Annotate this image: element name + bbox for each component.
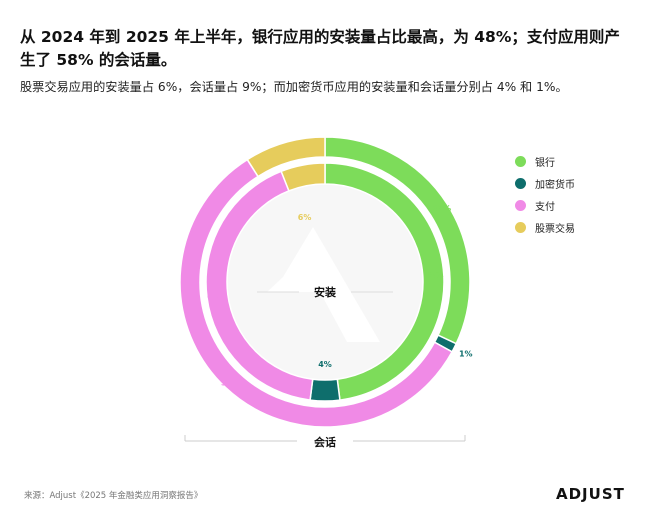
legend-label: 银行 (535, 157, 555, 169)
legend-swatch (515, 199, 526, 211)
legend-label: 支付 (535, 201, 555, 213)
inner-ring-slice-3 (280, 162, 326, 192)
inner-ring-slice-1 (309, 378, 341, 402)
legend-swatch (515, 155, 526, 167)
adjust-watermark-icon (227, 184, 423, 380)
legend: 银行加密货币支付股票交易 (515, 150, 575, 238)
legend-item-2: 支付 (515, 194, 575, 216)
outer-ring-label-2: 58% (221, 379, 240, 388)
outer-ring-label-3: 9% (280, 145, 294, 154)
outer-ring-label-1: 1% (459, 350, 473, 359)
outer-ring-label-0: 32% (432, 204, 451, 213)
inner-ring-label-0: 48% (424, 271, 443, 280)
legend-item-0: 银行 (515, 150, 575, 172)
chart-title: 从 2024 年到 2025 年上半年，银行应用的安装量占比最高，为 48%；支… (20, 28, 620, 69)
inner-ring-label-3: 6% (298, 213, 312, 222)
sessions-bracket: 会话 (184, 431, 466, 451)
outer-ring-name: 会话 (314, 435, 336, 449)
legend-item-1: 加密货币 (515, 172, 575, 194)
inner-ring-label-2: 42% (207, 292, 226, 301)
source-note: 来源：Adjust《2025 年金融类应用洞察报告》 (24, 491, 203, 501)
outer-ring-slice-3 (246, 136, 326, 178)
legend-swatch (515, 221, 526, 233)
chart-subtitle: 股票交易应用的安装量占 6%，会话量占 9%；而加密货币应用的安装量和会话量分别… (20, 80, 568, 94)
adjust-logo: ADJUST (556, 485, 625, 503)
inner-ring-label-1: 4% (318, 360, 332, 369)
legend-label: 股票交易 (535, 223, 575, 235)
legend-item-3: 股票交易 (515, 216, 575, 238)
legend-swatch (515, 177, 526, 189)
legend-label: 加密货币 (535, 179, 575, 191)
inner-ring-name: 安装 (314, 285, 336, 299)
